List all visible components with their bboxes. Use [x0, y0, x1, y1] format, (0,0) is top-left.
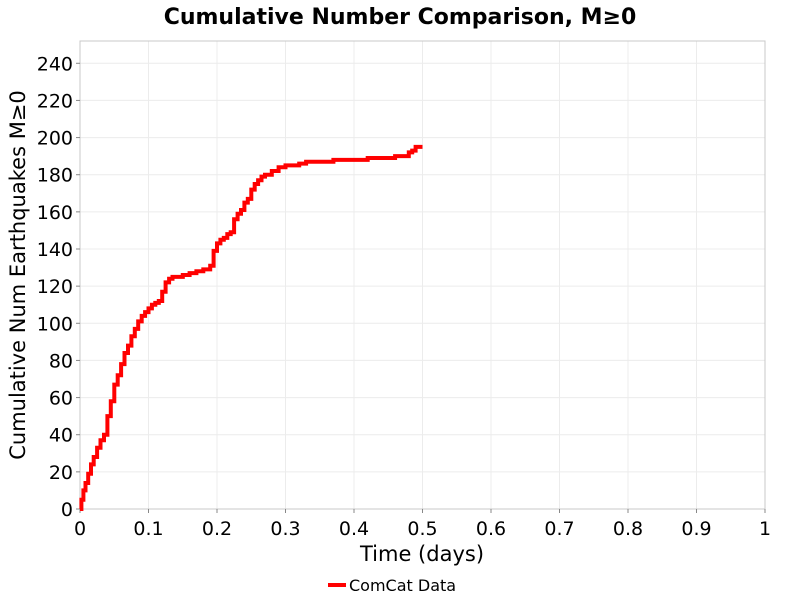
x-tick-label: 0.3	[270, 518, 300, 540]
y-tick-label: 80	[49, 350, 73, 372]
y-tick-label: 240	[37, 53, 73, 75]
series-line-comcat-data	[79, 144, 423, 511]
legend: ComCat Data	[328, 576, 456, 595]
y-tick-label: 140	[37, 239, 73, 261]
x-tick-label: 1	[759, 518, 771, 540]
x-tick-label: 0.8	[613, 518, 643, 540]
y-tick-label: 180	[37, 165, 73, 187]
y-axis: 0 20 40 60 80 100 120 140 160 180 200 220 240	[37, 53, 80, 521]
x-tick-label: 0.2	[202, 518, 232, 540]
x-tick-label: 0.5	[407, 518, 437, 540]
chart-title: Cumulative Number Comparison, M≥0	[164, 5, 637, 30]
y-tick-label: 60	[49, 388, 73, 410]
x-tick-label: 0.9	[681, 518, 711, 540]
x-tick-label: 0.6	[476, 518, 506, 540]
x-tick-label: 0	[74, 518, 86, 540]
legend-label-comcat-data: ComCat Data	[349, 576, 456, 595]
x-tick-label: 0.7	[544, 518, 574, 540]
x-tick-label: 0.1	[133, 518, 163, 540]
y-tick-label: 120	[37, 276, 73, 298]
x-axis: 0 0.1 0.2 0.3 0.4 0.5 0.6 0.7 0.8 0.9 1	[74, 509, 771, 540]
x-tick-label: 0.4	[339, 518, 369, 540]
y-tick-label: 100	[37, 313, 73, 335]
y-tick-label: 200	[37, 128, 73, 150]
y-tick-label: 0	[61, 499, 73, 521]
y-tick-label: 220	[37, 90, 73, 112]
y-tick-label: 20	[49, 462, 73, 484]
y-tick-label: 160	[37, 202, 73, 224]
y-tick-label: 40	[49, 425, 73, 447]
y-axis-label: Cumulative Num Earthquakes M≥0	[6, 90, 30, 460]
x-axis-label: Time (days)	[359, 542, 484, 566]
